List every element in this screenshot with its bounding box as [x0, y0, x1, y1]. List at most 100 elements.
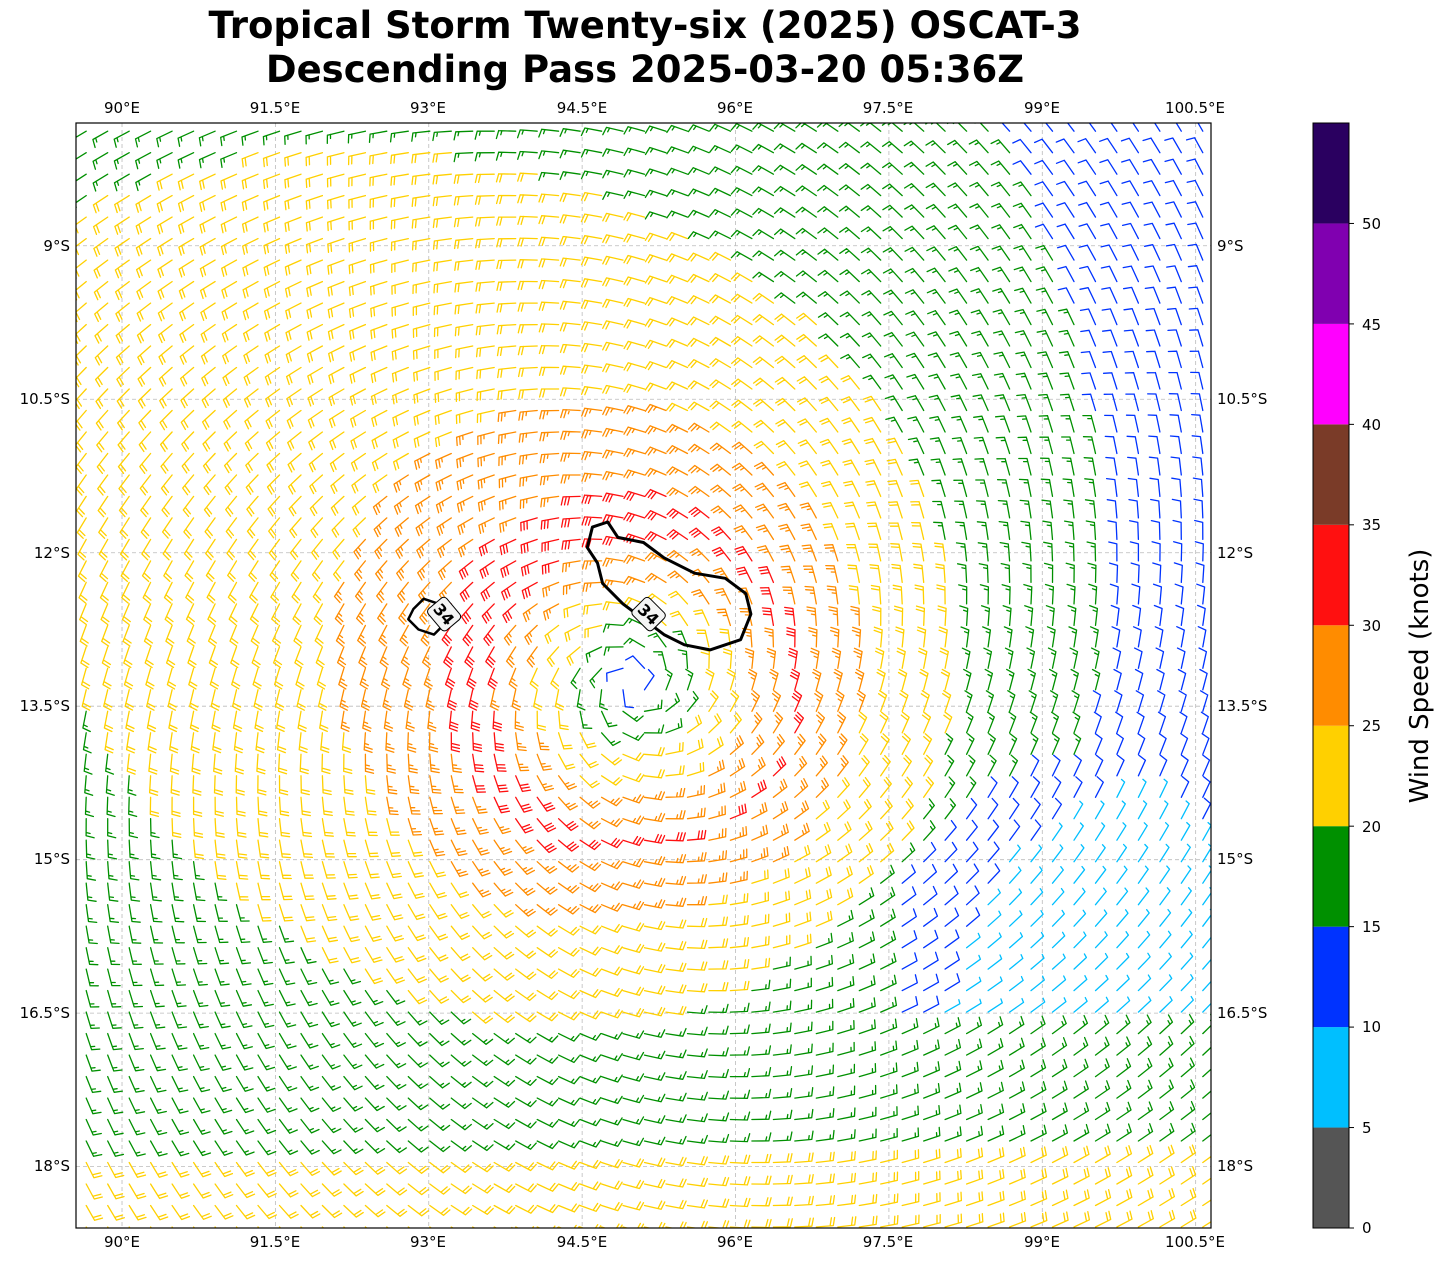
wind-barb: [903, 161, 925, 175]
wind-barb: [107, 1011, 122, 1029]
wind-barb: [192, 1140, 212, 1157]
wind-barb: [496, 302, 517, 313]
wind-barb: [1088, 583, 1098, 605]
wind-barb: [944, 863, 959, 884]
wind-barb: [622, 1051, 645, 1061]
wind-barb: [600, 753, 623, 766]
wind-barb: [85, 839, 96, 860]
wind-barb: [944, 733, 954, 755]
wind-barb: [600, 837, 623, 849]
wind-barb: [752, 335, 775, 347]
wind-barb: [536, 947, 559, 958]
wind-barb: [104, 732, 114, 754]
wind-barb: [429, 1075, 450, 1089]
wind-barb: [300, 1226, 303, 1228]
wind-barb: [76, 409, 87, 431]
wind-barb: [729, 1002, 750, 1013]
wind-barb: [838, 184, 860, 197]
wind-barb: [923, 820, 936, 841]
wind-barb: [1094, 909, 1108, 927]
wind-barb: [815, 1195, 836, 1207]
wind-barb: [1180, 1122, 1196, 1142]
wind-barb: [85, 1183, 103, 1200]
wind-barb: [327, 323, 345, 341]
wind-barb: [493, 925, 515, 939]
wind-barb: [284, 280, 302, 298]
wind-barb: [643, 790, 666, 801]
wind-barb: [82, 732, 92, 754]
wind-barb: [1012, 138, 1032, 154]
wind-barb: [856, 690, 866, 712]
wind-barb: [815, 711, 826, 734]
wind-barb: [326, 173, 345, 188]
wind-barb: [817, 291, 839, 304]
wind-barb: [602, 298, 624, 309]
wind-barb: [214, 1118, 233, 1135]
wind-barb: [1104, 414, 1118, 433]
wind-barb: [99, 560, 109, 583]
wind-barb: [96, 431, 109, 453]
wind-barb: [817, 206, 839, 218]
title-line-2: Descending Pass 2025-03-20 05:36Z: [265, 48, 1025, 91]
wind-barb: [538, 366, 560, 376]
wind-barb: [247, 538, 259, 561]
wind-barb: [300, 1011, 319, 1028]
wind-barb: [579, 989, 602, 999]
wind-barb: [1166, 307, 1182, 326]
wind-barb: [858, 711, 868, 734]
wind-barb: [475, 237, 495, 249]
wind-barb: [751, 1197, 772, 1207]
wind-barb: [472, 1097, 494, 1109]
wind-barb: [923, 1017, 940, 1035]
wind-barb: [517, 280, 538, 291]
wind-barb: [386, 1032, 406, 1048]
wind-barb: [536, 1182, 559, 1192]
wind-barb: [256, 753, 266, 775]
wind-barb: [729, 1089, 751, 1099]
wind-barb: [1018, 478, 1032, 498]
wind-barb: [687, 167, 710, 175]
wind-barb: [457, 538, 474, 558]
wind-barb: [1008, 1059, 1025, 1078]
wind-barb: [965, 1125, 984, 1142]
wind-barb: [220, 173, 238, 190]
wind-barb: [123, 667, 134, 690]
wind-barb: [1051, 1211, 1069, 1228]
wind-barb: [643, 985, 666, 995]
wind-barb: [1073, 1167, 1090, 1185]
wind-barb: [1188, 286, 1204, 304]
wind-barb: [493, 861, 513, 876]
wind-barb: [686, 1026, 708, 1036]
wind-barb: [1071, 690, 1080, 712]
wind-barb: [248, 560, 259, 582]
wind-barb: [1137, 996, 1152, 1013]
wind-barb: [157, 237, 173, 257]
wind-barb: [796, 333, 817, 347]
wind-barb: [730, 165, 753, 175]
wind-barb: [1175, 123, 1182, 132]
wind-barb: [1165, 201, 1182, 218]
wind-barb: [1094, 931, 1108, 949]
wind-barb: [214, 989, 231, 1008]
wind-barb: [343, 1032, 363, 1048]
wind-barb: [965, 932, 981, 949]
wind-barb: [250, 624, 260, 647]
wind-barb: [774, 292, 796, 304]
wind-barb: [333, 581, 345, 604]
wind-barb: [306, 345, 324, 363]
wind-barb: [987, 841, 1000, 863]
wind-barb: [693, 609, 710, 627]
wind-barb: [606, 667, 624, 682]
wind-barb: [444, 667, 456, 690]
wind-barb: [178, 259, 195, 278]
wind-barb: [455, 345, 474, 359]
wind-barb: [846, 543, 860, 562]
wind-barb: [815, 1042, 834, 1056]
wind-barb: [1004, 647, 1014, 669]
wind-barb: [775, 419, 796, 433]
wind-barb: [751, 1110, 772, 1121]
wind-barb: [300, 947, 317, 964]
wind-barb: [891, 563, 903, 584]
wind-barb: [135, 259, 152, 279]
wind-barb: [994, 394, 1011, 412]
